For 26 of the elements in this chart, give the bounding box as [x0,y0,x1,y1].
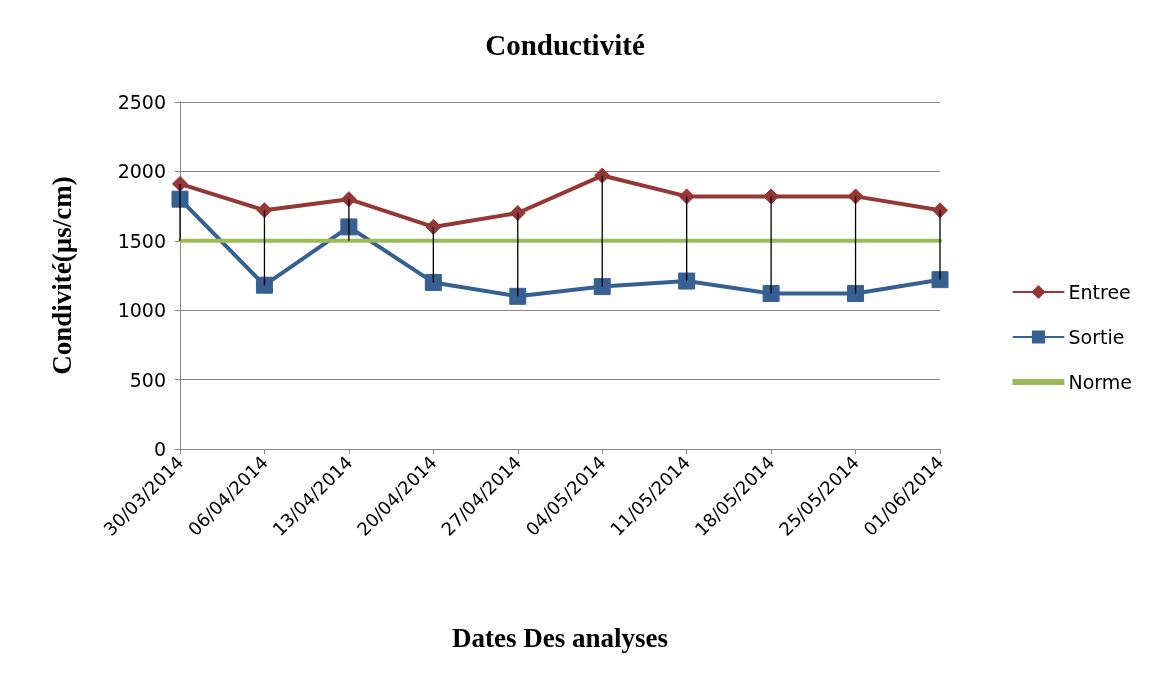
point [256,202,273,219]
y-tick-label: 1000 [117,299,166,322]
y-axis-title: Condivité(µs/cm) [46,176,77,375]
point [593,278,611,296]
legend-label: Norme [1068,371,1132,393]
point [931,271,949,289]
point [255,276,273,294]
y-tick-label: 0 [153,438,166,460]
point [762,285,780,303]
legend-label: Sortie [1068,326,1125,348]
point [509,205,526,222]
point [594,167,611,184]
point [509,287,527,305]
point [847,188,864,205]
x-axis-title: Dates Des analyses [452,622,668,653]
chart-title: Conductivité [485,28,645,61]
point [678,272,696,290]
point [847,285,865,303]
y-tick-label: 1500 [117,229,166,252]
point [424,273,442,291]
y-tick-label: 500 [129,368,166,391]
legend-label: Entree [1068,281,1131,303]
point [678,188,695,205]
y-tick-label: 2500 [117,91,166,113]
y-tick-label: 2000 [117,160,166,183]
point [425,218,442,235]
